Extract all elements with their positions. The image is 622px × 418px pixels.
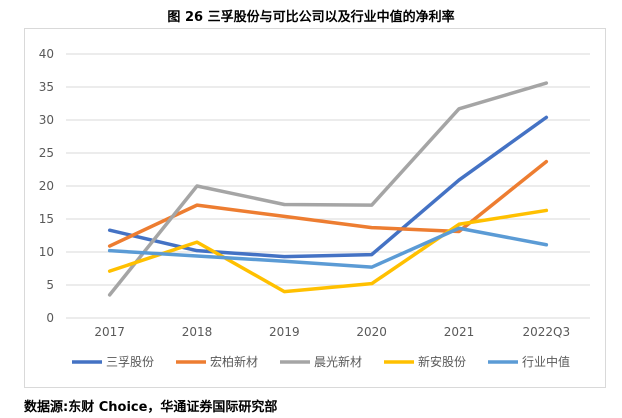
legend-item: 三孚股份 bbox=[72, 355, 154, 369]
y-tick-label: 10 bbox=[39, 245, 54, 259]
y-tick-label: 15 bbox=[39, 212, 54, 226]
legend-item: 宏柏新材 bbox=[176, 354, 258, 369]
legend-label: 宏柏新材 bbox=[210, 354, 258, 369]
x-tick-label: 2018 bbox=[182, 325, 213, 339]
legend-label: 行业中值 bbox=[522, 354, 570, 369]
legend-item: 新安股份 bbox=[384, 354, 466, 369]
y-tick-label: 0 bbox=[46, 311, 54, 325]
chart-frame bbox=[24, 28, 606, 388]
legend-item: 晨光新材 bbox=[280, 354, 362, 369]
x-axis-ticks: 2017 2018 2019 2020 2021 2022Q3 bbox=[94, 325, 570, 339]
series-lines bbox=[107, 81, 549, 297]
x-tick-label: 2020 bbox=[356, 325, 387, 339]
series-line bbox=[107, 208, 549, 294]
series-line bbox=[107, 226, 549, 269]
series-line bbox=[107, 159, 549, 248]
legend-label: 晨光新材 bbox=[314, 354, 362, 369]
legend-label: 新安股份 bbox=[418, 354, 466, 369]
y-tick-label: 40 bbox=[39, 47, 54, 61]
x-tick-label: 2017 bbox=[94, 325, 125, 339]
y-axis-ticks: 0 5 10 15 20 25 30 35 40 bbox=[39, 47, 54, 325]
x-tick-label: 2021 bbox=[444, 325, 475, 339]
x-tick-label: 2019 bbox=[269, 325, 300, 339]
series-line bbox=[107, 115, 549, 259]
chart-title: 图 26 三孚股份与可比公司以及行业中值的净利率 bbox=[167, 10, 455, 25]
legend-label: 三孚股份 bbox=[106, 355, 154, 369]
legend-item: 行业中值 bbox=[488, 354, 570, 369]
y-tick-label: 25 bbox=[39, 146, 54, 160]
series-line bbox=[107, 81, 549, 297]
y-tick-label: 35 bbox=[39, 80, 54, 94]
legend: 三孚股份 宏柏新材 晨光新材 新安股份 行业中值 bbox=[72, 354, 570, 369]
source-note: 数据源:东财 Choice，华通证券国际研究部 bbox=[24, 400, 278, 415]
y-tick-label: 30 bbox=[39, 113, 54, 127]
x-tick-label: 2022Q3 bbox=[523, 325, 571, 339]
y-tick-label: 5 bbox=[46, 278, 54, 292]
y-tick-label: 20 bbox=[39, 179, 54, 193]
